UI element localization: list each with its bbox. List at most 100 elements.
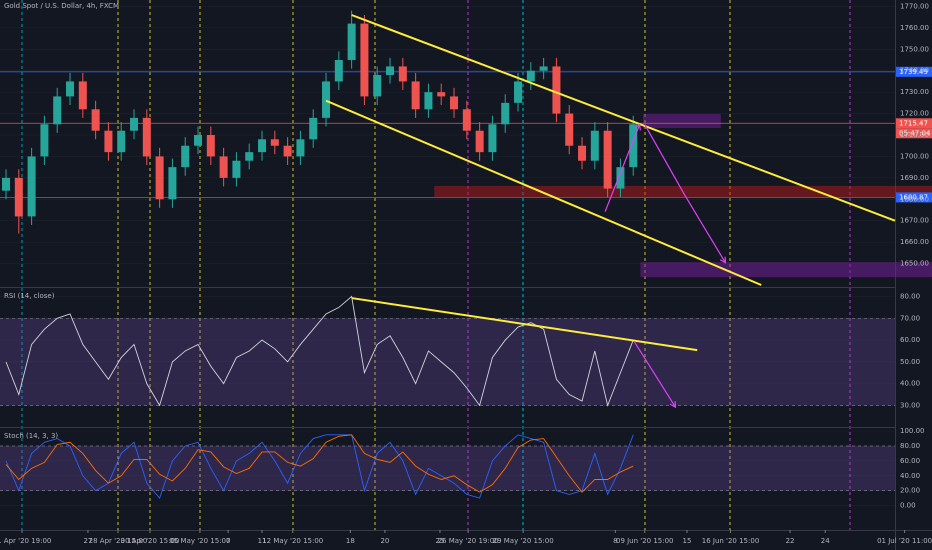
y-tick-label: 1750.00	[900, 45, 929, 53]
candle-body	[590, 130, 599, 161]
candle-body	[194, 135, 203, 146]
countdown-label: 05:47:04	[899, 129, 931, 137]
price-tag	[896, 192, 932, 203]
candle-body	[565, 113, 574, 146]
price-tag-label: 1739.49	[899, 68, 928, 76]
y-tick-label: 80.00	[900, 442, 920, 450]
y-tick-label: 1720.00	[900, 110, 929, 118]
y-tick-label: 1770.00	[900, 2, 929, 10]
candle-body	[514, 81, 523, 103]
y-tick-label: 80.00	[900, 293, 920, 301]
zone	[640, 262, 932, 278]
trendline	[644, 124, 726, 264]
candle-body	[283, 145, 292, 157]
candle-body	[437, 92, 446, 97]
candle-body	[424, 92, 433, 110]
zone	[642, 113, 721, 129]
y-tick-label: 70.00	[900, 314, 920, 322]
y-tick-label: 100.00	[900, 427, 925, 435]
x-tick-label: 24	[821, 537, 830, 545]
indicator-line	[5, 295, 634, 407]
candle-body	[616, 167, 625, 189]
candle-body	[411, 81, 420, 110]
candle-body	[181, 145, 190, 168]
candle-body	[117, 130, 126, 153]
trendline	[634, 341, 676, 408]
candle-body	[40, 124, 49, 157]
candle-body	[245, 152, 254, 161]
candle-body	[206, 135, 215, 157]
band-fill	[0, 446, 895, 491]
candle-body	[578, 145, 587, 161]
x-tick-label: 01 Jul '20 11:00	[877, 537, 932, 545]
x-tick-label: 26 May '20 19:00	[438, 537, 499, 545]
price-tag	[896, 66, 932, 77]
candle-body	[629, 124, 638, 168]
candle-body	[14, 177, 23, 217]
trendline	[351, 297, 698, 352]
y-tick-label: 40.00	[900, 380, 920, 388]
axis-layer: 1650.00 1660.00 1670.00 1680.00 1690.00 1700.…	[900, 2, 929, 509]
candle-body	[130, 117, 139, 131]
candle-body	[322, 81, 331, 118]
y-tick-label: 60.00	[900, 336, 920, 344]
candle-body	[66, 81, 75, 97]
candle-body	[398, 66, 407, 82]
x-tick-label: 15	[683, 537, 692, 545]
x-tick-label: 27	[83, 537, 92, 545]
y-tick-label: 0.00	[900, 502, 916, 510]
candle-body	[334, 60, 343, 82]
y-tick-label: 30.00	[900, 401, 920, 409]
x-tick-label: 25	[435, 537, 444, 545]
x-tick-label: 28 Apr '20 15:00	[89, 537, 148, 545]
x-tick-label: 12 May '20 15:00	[262, 537, 323, 545]
countdown-tag	[896, 128, 932, 139]
y-tick-label: 60.00	[900, 457, 920, 465]
x-tick-label: 22	[786, 537, 795, 545]
price-tag	[896, 118, 932, 129]
candle-body	[386, 66, 395, 75]
price-tag-label: 1680.87	[899, 193, 928, 201]
price-tag-label: 1715.47	[899, 119, 928, 127]
candle-body	[168, 167, 177, 200]
candle-body	[296, 139, 305, 157]
candle-body	[501, 102, 510, 125]
x-tick-label: 30 Apr '20 15:00	[121, 537, 180, 545]
arrow-head	[669, 401, 677, 409]
y-tick-label: 1710.00	[900, 131, 929, 139]
candle-body	[219, 156, 228, 178]
x-tick-label: 16 Jun '20 15:00	[702, 537, 760, 545]
trendline	[351, 14, 896, 222]
y-tick-label: 1660.00	[900, 238, 929, 246]
candle-body	[552, 66, 561, 114]
candle-body	[309, 117, 318, 140]
candle-body	[347, 23, 356, 61]
y-tick-label: 20.00	[900, 487, 920, 495]
y-tick-label: 1680.00	[900, 195, 929, 203]
x-tick-label: 09 Jun '20 15:00	[616, 537, 674, 545]
x-tick-label: 01 Apr '20 19:00	[0, 537, 51, 545]
x-tick-label: 18	[346, 537, 355, 545]
y-tick-label: 1730.00	[900, 88, 929, 96]
trendline	[325, 99, 762, 286]
candle-body	[539, 66, 548, 71]
candle-body	[53, 96, 62, 125]
arrow-head	[634, 123, 641, 131]
candle-body	[526, 70, 535, 82]
y-tick-label: 1760.00	[900, 24, 929, 32]
y-tick-label: 50.00	[900, 358, 920, 366]
x-tick-label: 8	[613, 537, 617, 545]
y-tick-label: 1650.00	[900, 260, 929, 268]
trendline	[604, 124, 641, 212]
stoch-title: Stoch (14, 3, 3)	[4, 432, 58, 440]
band-fill	[0, 318, 895, 406]
candle-body	[2, 177, 11, 191]
candle-body	[488, 124, 497, 153]
candle-body	[91, 109, 100, 131]
candle-body	[603, 130, 612, 189]
x-tick-label: 29 May '20 15:00	[493, 537, 554, 545]
y-tick-label: 40.00	[900, 472, 920, 480]
y-tick-label: 1740.00	[900, 67, 929, 75]
candle-body	[360, 23, 369, 97]
